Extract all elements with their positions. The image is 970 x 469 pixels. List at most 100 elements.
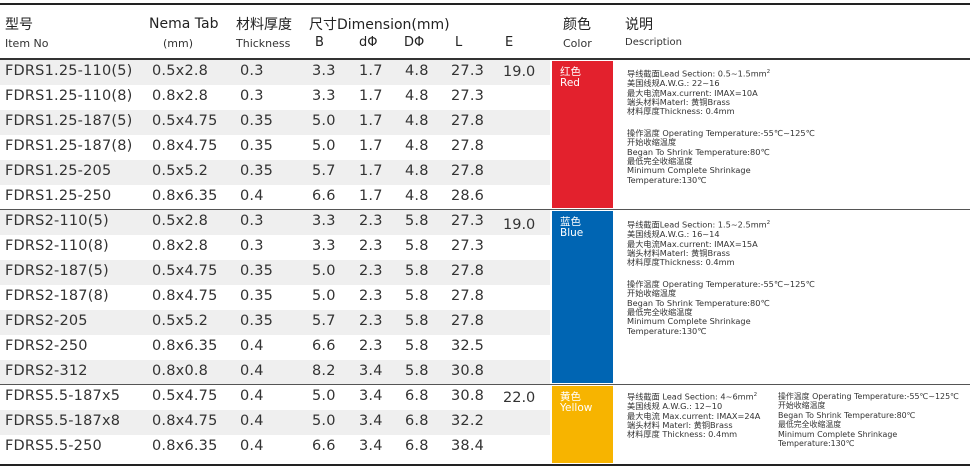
desc-shrink-cn: 开始收缩温度 xyxy=(778,401,826,411)
dim-l: 30.8 xyxy=(451,363,485,379)
dim-d-big: 4.8 xyxy=(405,63,429,79)
dim-d-small: 1.7 xyxy=(359,138,383,154)
thickness: 0.35 xyxy=(240,138,274,154)
color-swatch-red: 红色 Red xyxy=(552,61,613,208)
desc-awg: 美国线规A.W.G.: 22~16 xyxy=(627,78,720,89)
dim-l: 27.3 xyxy=(451,88,485,104)
dim-b: 3.3 xyxy=(312,238,336,254)
header-desc-en: Description xyxy=(625,37,682,48)
dim-b: 3.3 xyxy=(312,213,336,229)
dim-l: 32.2 xyxy=(451,413,485,429)
table-row: FDRS5.5-187x8 0.8x4.75 0.4 5.0 3.4 6.8 3… xyxy=(0,410,550,435)
dim-d-big: 5.8 xyxy=(405,338,429,354)
dim-l: 27.3 xyxy=(451,238,485,254)
dim-b: 6.6 xyxy=(312,188,336,204)
desc-shrink-en: Began To Shrink Temperature:80℃ xyxy=(778,410,916,420)
item-no: FDRS1.25-110(5) xyxy=(5,63,133,79)
table-row: FDRS2-187(5) 0.5x4.75 0.35 5.0 2.3 5.8 2… xyxy=(0,260,550,285)
dim-l: 27.8 xyxy=(451,138,485,154)
desc-shrink-cn: 开始收缩温度 xyxy=(627,137,677,148)
dim-d-big: 5.8 xyxy=(405,238,429,254)
item-no: FDRS5.5-187x5 xyxy=(5,388,121,404)
dim-l: 27.8 xyxy=(451,313,485,329)
dim-d-big: 6.8 xyxy=(405,388,429,404)
desc-lead-section: 导线截面Lead Section: 0.5~1.5mm2 xyxy=(627,68,771,79)
item-no: FDRS2-312 xyxy=(5,363,88,379)
table-row: FDRS2-110(8) 0.8x2.8 0.3 3.3 2.3 5.8 27.… xyxy=(0,235,550,260)
dim-b: 5.7 xyxy=(312,163,336,179)
table-row: FDRS2-312 0.8x0.8 0.4 8.2 3.4 5.8 30.8 xyxy=(0,360,550,385)
dim-l: 27.8 xyxy=(451,163,485,179)
desc-shrink-en: Began To Shrink Temperature:80℃ xyxy=(627,146,770,157)
dim-l: 27.8 xyxy=(451,113,485,129)
desc-awg: 美国线规A.W.G.: 16~14 xyxy=(627,229,720,240)
table-row: FDRS1.25-187(5) 0.5x4.75 0.35 5.0 1.7 4.… xyxy=(0,110,550,135)
dim-d-big: 5.8 xyxy=(405,263,429,279)
desc-min-temp: Temperature:130℃ xyxy=(778,439,855,449)
dim-d-small: 2.3 xyxy=(359,263,383,279)
dim-l: 27.3 xyxy=(451,213,485,229)
dim-b: 8.2 xyxy=(312,363,336,379)
header-thickness-cn: 材料厚度 xyxy=(236,17,292,33)
dim-d-big: 4.8 xyxy=(405,138,429,154)
table-row: FDRS5.5-250 0.8x6.35 0.4 6.6 3.4 6.8 38.… xyxy=(0,435,550,460)
dim-b: 5.0 xyxy=(312,113,336,129)
desc-material: 端头材料Materl: 黄铜Brass xyxy=(627,247,730,258)
desc-material: 端头材料Materl: 黄铜Brass xyxy=(627,96,730,107)
header-col-e: E xyxy=(505,35,514,50)
group-separator xyxy=(0,209,970,210)
item-no: FDRS5.5-187x8 xyxy=(5,413,121,429)
header-col-l: L xyxy=(455,35,463,50)
dim-e-group-blue: 19.0 xyxy=(503,217,536,233)
item-no: FDRS2-250 xyxy=(5,338,88,354)
item-no: FDRS1.25-187(8) xyxy=(5,138,133,154)
dim-l: 38.4 xyxy=(451,438,485,454)
dim-d-small: 2.3 xyxy=(359,313,383,329)
dim-d-small: 2.3 xyxy=(359,338,383,354)
table-row: FDRS2-110(5) 0.5x2.8 0.3 3.3 2.3 5.8 27.… xyxy=(0,210,550,235)
header-rule xyxy=(0,58,970,60)
desc-min-cn: 最低完全收缩温度 xyxy=(627,306,693,317)
nema-tab: 0.8x6.35 xyxy=(152,188,218,204)
bottom-rule xyxy=(0,464,970,466)
header-dimension: 尺寸Dimension(mm) xyxy=(309,17,450,33)
nema-tab: 0.5x2.8 xyxy=(152,63,209,79)
desc-awg: 美国线规 A.W.G.: 12~10 xyxy=(627,401,723,412)
thickness: 0.35 xyxy=(240,288,274,304)
nema-tab: 0.5x4.75 xyxy=(152,263,218,279)
thickness: 0.4 xyxy=(240,413,264,429)
description-red: 导线截面Lead Section: 0.5~1.5mm2 美国线规A.W.G.:… xyxy=(627,68,815,185)
dim-d-small: 3.4 xyxy=(359,438,383,454)
desc-material: 端头材料 Materl: 黄铜Brass xyxy=(627,419,733,430)
desc-lead-section: 导线截面Lead Section: 1.5~2.5mm2 xyxy=(627,219,771,230)
header-desc-cn: 说明 xyxy=(625,17,653,33)
item-no: FDRS2-187(5) xyxy=(5,263,109,279)
dim-l: 32.5 xyxy=(451,338,485,354)
thickness: 0.3 xyxy=(240,63,264,79)
thickness: 0.35 xyxy=(240,313,274,329)
nema-tab: 0.8x6.35 xyxy=(152,438,218,454)
dim-d-big: 6.8 xyxy=(405,413,429,429)
table-row: FDRS2-187(8) 0.8x4.75 0.35 5.0 2.3 5.8 2… xyxy=(0,285,550,310)
desc-thickness: 材料厚度Thickness: 0.4mm xyxy=(627,106,735,117)
dim-d-small: 1.7 xyxy=(359,63,383,79)
thickness: 0.4 xyxy=(240,338,264,354)
desc-min-en: Minimum Complete Shrinkage xyxy=(778,429,898,439)
dim-b: 5.0 xyxy=(312,138,336,154)
nema-tab: 0.8x0.8 xyxy=(152,363,209,379)
thickness: 0.3 xyxy=(240,213,264,229)
dim-d-big: 6.8 xyxy=(405,438,429,454)
dim-b: 6.6 xyxy=(312,438,336,454)
header-item-en: Item No xyxy=(5,37,49,50)
desc-shrink-en: Began To Shrink Temperature:80℃ xyxy=(627,297,770,308)
color-name-cn: 黄色 xyxy=(560,391,581,403)
dim-d-big: 5.8 xyxy=(405,313,429,329)
dim-l: 27.8 xyxy=(451,263,485,279)
dim-l: 27.3 xyxy=(451,63,485,79)
dim-b: 5.0 xyxy=(312,288,336,304)
description-blue: 导线截面Lead Section: 1.5~2.5mm2 美国线规A.W.G.:… xyxy=(627,219,815,336)
header-color-en: Color xyxy=(563,37,592,50)
desc-thickness: 材料厚度Thickness: 0.4mm xyxy=(627,257,735,268)
table-row: FDRS1.25-205 0.5x5.2 0.35 5.7 1.7 4.8 27… xyxy=(0,160,550,185)
item-no: FDRS2-187(8) xyxy=(5,288,109,304)
